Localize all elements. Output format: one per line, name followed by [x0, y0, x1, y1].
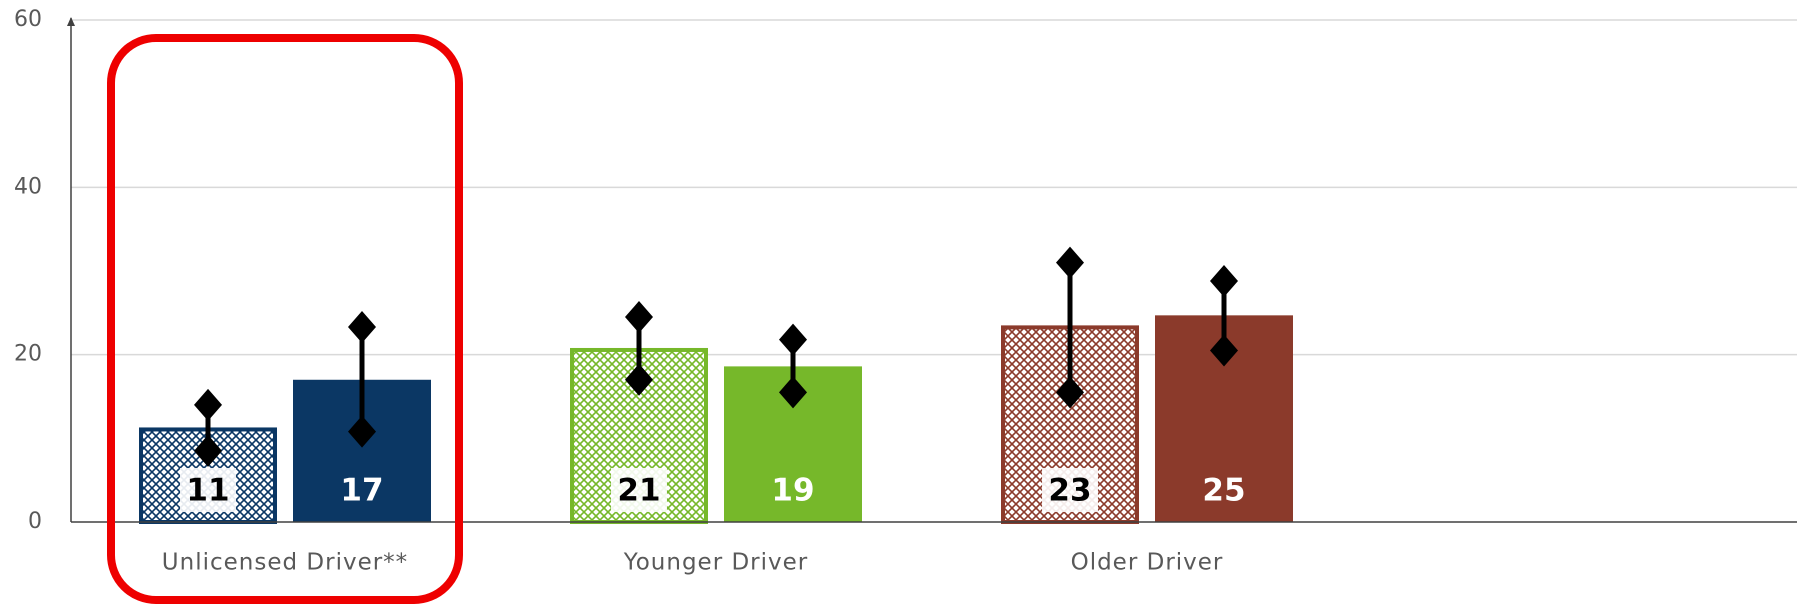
error-cap: [779, 323, 807, 356]
y-axis-arrow: [67, 17, 75, 26]
value-label: 19: [771, 473, 814, 509]
value-label: 17: [340, 473, 383, 509]
x-tick-label: Unlicensed Driver**: [162, 550, 408, 576]
error-cap: [348, 311, 376, 344]
error-cap: [1056, 246, 1084, 279]
error-cap: [194, 388, 222, 421]
x-tick-label: Younger Driver: [623, 550, 809, 576]
y-tick-label: 0: [28, 509, 42, 534]
error-cap: [779, 376, 807, 409]
error-cap: [194, 434, 222, 467]
label-box: [611, 468, 667, 512]
label-box: [1042, 468, 1098, 512]
error-cap: [1210, 334, 1238, 367]
error-cap: [1056, 376, 1084, 409]
error-cap: [348, 415, 376, 448]
highlight-box: [107, 34, 463, 604]
value-label: 23: [1048, 473, 1091, 509]
y-tick-label: 20: [14, 342, 42, 367]
value-label: 21: [617, 473, 660, 509]
label-box: [180, 468, 236, 512]
x-tick-label: Older Driver: [1071, 550, 1224, 576]
y-tick-label: 60: [14, 7, 42, 32]
error-cap: [1210, 265, 1238, 298]
error-cap: [625, 301, 653, 334]
value-label: 11: [186, 473, 229, 509]
error-cap: [625, 363, 653, 396]
y-tick-label: 40: [14, 174, 42, 199]
value-label: 25: [1202, 473, 1245, 509]
